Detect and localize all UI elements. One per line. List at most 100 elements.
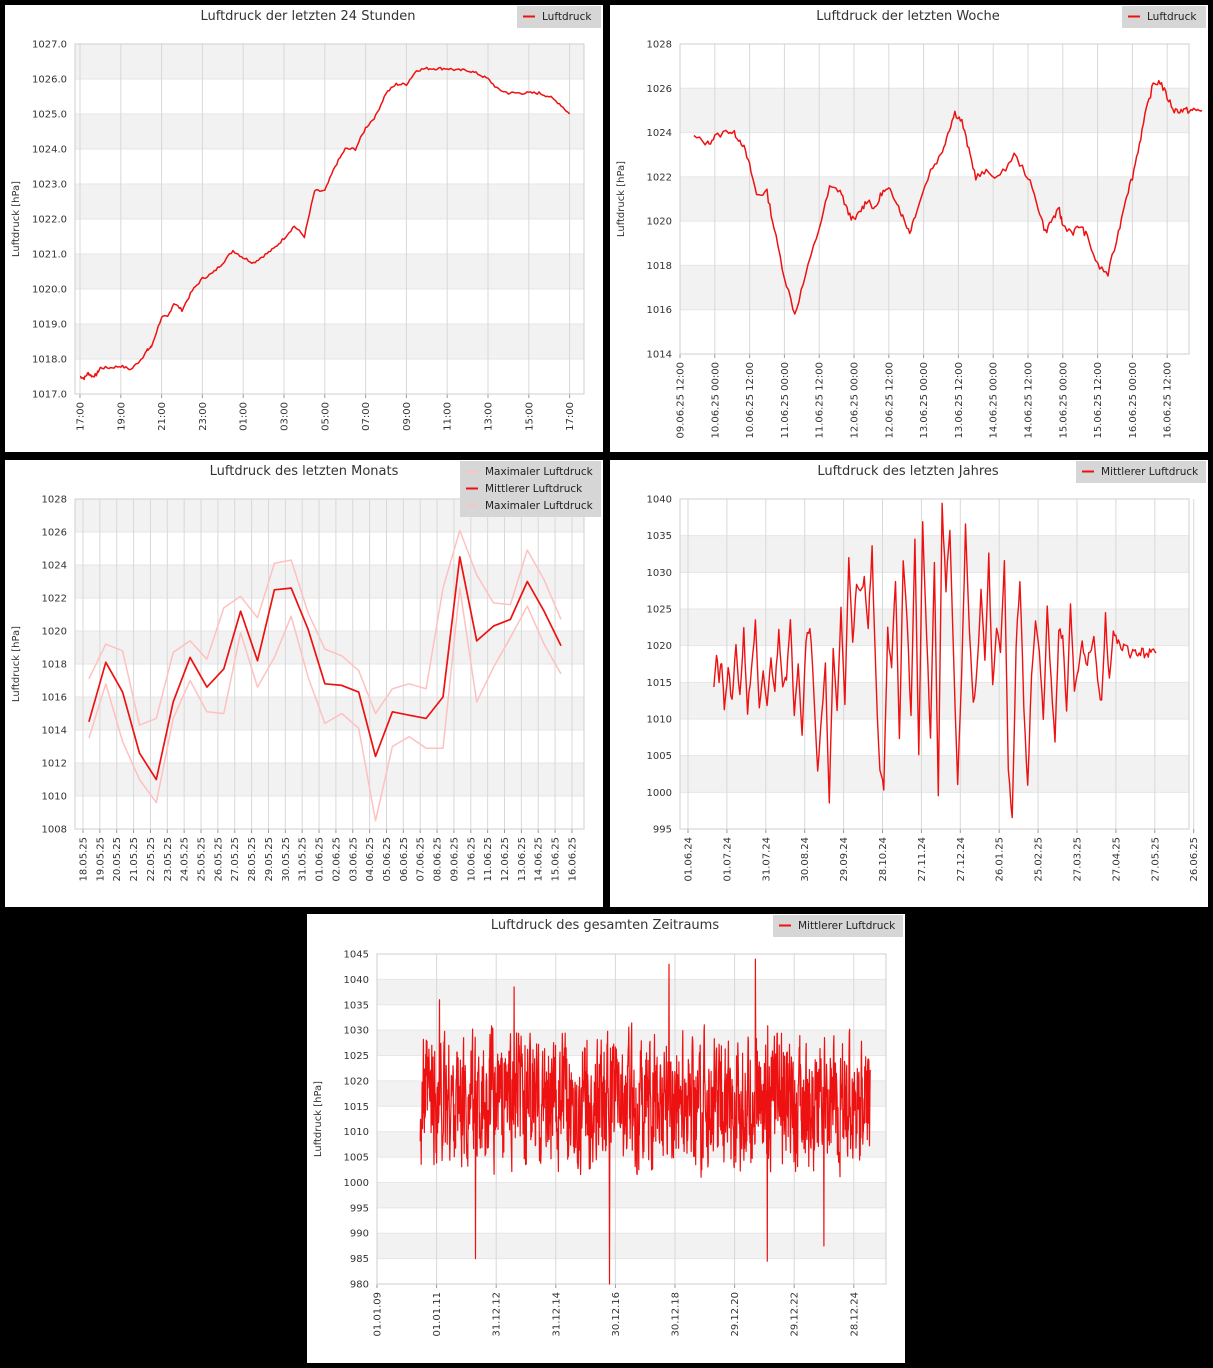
x-tick-label: 13.06.25 12:00: [954, 362, 965, 439]
x-tick-label: 20.05.25: [112, 837, 123, 882]
x-tick-label: 29.12.20: [730, 1292, 741, 1337]
legend-label: Luftdruck: [1147, 11, 1197, 23]
grid-band: [75, 697, 584, 730]
y-tick-label: 1018.0: [32, 355, 67, 366]
y-tick-label: 1020.0: [32, 285, 67, 296]
y-tick-label: 1010: [647, 715, 672, 726]
y-tick-label: 1018: [42, 660, 67, 671]
grid-band: [680, 88, 1189, 133]
grid-band: [75, 565, 584, 598]
x-tick-label: 02.06.25: [331, 837, 342, 882]
y-tick-label: 1017.0: [32, 390, 67, 401]
legend-label: Mittlerer Luftdruck: [1101, 466, 1199, 478]
chart-title: Luftdruck des gesamten Zeitraums: [491, 918, 719, 933]
legend-label: Maximaler Luftdruck: [485, 500, 594, 512]
chart-month: 1008 1010 1012 1014 1016 1018 1020 1022 1024 1026…: [11, 461, 601, 882]
x-tick-label: 05.06.25: [382, 837, 393, 882]
y-tick-label: 1035: [647, 531, 672, 542]
x-tick-label: 28.12.24: [849, 1292, 860, 1337]
y-tick-label: 980: [350, 1280, 369, 1291]
y-axis-label: Luftdruck [hPa]: [11, 181, 22, 257]
y-tick-label: 1028: [647, 40, 672, 51]
x-tick-label: 29.12.22: [790, 1292, 801, 1337]
grid-band: [377, 1182, 886, 1208]
x-tick-label: 12.06.25 00:00: [850, 362, 861, 439]
x-tick-label: 31.12.12: [492, 1292, 503, 1337]
legend-label: Luftdruck: [542, 11, 592, 23]
y-tick-label: 1020: [344, 1076, 369, 1087]
x-tick-label: 21.05.25: [129, 837, 140, 882]
x-tick-label: 25.05.25: [197, 837, 208, 882]
chart-week: 1014 1016 1018 1020 1022 1024 1026 1028 09.06.25…: [616, 6, 1206, 439]
y-tick-label: 1000: [344, 1178, 369, 1189]
y-tick-label: 990: [350, 1229, 369, 1240]
chart-panel-all: 980 985 990 995 1000 1005 1010 1015 1020 1025 1030…: [307, 914, 905, 1363]
grid-band: [75, 324, 584, 359]
y-tick-label: 1024.0: [32, 145, 67, 156]
x-tick-label: 27.04.25: [1111, 837, 1122, 882]
y-tick-label: 1019.0: [32, 320, 67, 331]
y-tick-label: 1025: [647, 605, 672, 616]
y-tick-label: 1000: [647, 788, 672, 799]
x-tick-label: 13:00: [484, 402, 495, 431]
x-tick-label: 27.12.24: [956, 837, 967, 882]
y-tick-label: 1025: [344, 1051, 369, 1062]
y-tick-label: 1010: [42, 792, 67, 803]
x-tick-label: 12.06.25 12:00: [884, 362, 895, 439]
y-tick-label: 1012: [42, 759, 67, 770]
x-tick-label: 21:00: [157, 402, 168, 431]
plot-border: [376, 953, 887, 1285]
x-tick-label: 31.12.14: [551, 1292, 562, 1337]
y-tick-label: 1015: [647, 678, 672, 689]
x-tick-label: 23.05.25: [163, 837, 174, 882]
y-tick-label: 1016: [647, 305, 672, 316]
x-tick-label: 13.06.25: [517, 837, 528, 882]
chart-panel-week: 1014 1016 1018 1020 1022 1024 1026 1028 09.06.25…: [610, 5, 1208, 452]
plot-border: [679, 498, 1190, 830]
x-tick-label: 12.06.25: [500, 837, 511, 882]
x-tick-label: 30.08.24: [800, 837, 811, 882]
y-tick-label: 1022: [42, 594, 67, 605]
x-tick-label: 15.06.25 12:00: [1093, 362, 1104, 439]
x-tick-label: 24.05.25: [180, 837, 191, 882]
legend-box: [517, 6, 601, 28]
x-tick-label: 14.06.25: [534, 837, 545, 882]
y-tick-label: 1027.0: [32, 40, 67, 51]
grid-band: [75, 114, 584, 149]
y-tick-label: 1028: [42, 495, 67, 506]
x-tick-label: 16.06.25: [567, 837, 578, 882]
x-tick-label: 26.01.25: [995, 837, 1006, 882]
y-tick-label: 1020: [647, 217, 672, 228]
x-tick-label: 16.06.25 12:00: [1163, 362, 1174, 439]
y-tick-label: 995: [653, 825, 672, 836]
x-tick-label: 08.06.25: [433, 837, 444, 882]
grid-band: [680, 755, 1189, 793]
x-tick-label: 15.06.25: [551, 837, 562, 882]
x-tick-label: 16.06.25 00:00: [1128, 362, 1139, 439]
y-tick-label: 1020: [42, 627, 67, 638]
x-tick-label: 14.06.25 12:00: [1024, 362, 1035, 439]
series-line-mean: [88, 555, 562, 781]
series-line-max-lower: [88, 587, 562, 822]
y-axis-label: Luftdruck [hPa]: [313, 1081, 324, 1157]
x-tick-label: 09.06.25: [449, 837, 460, 882]
plot-border: [74, 498, 585, 830]
y-tick-label: 1025.0: [32, 110, 67, 121]
x-tick-label: 10.06.25 00:00: [710, 362, 721, 439]
x-tick-label: 19:00: [116, 402, 127, 431]
y-tick-label: 985: [350, 1254, 369, 1265]
series-line-max-upper: [88, 529, 562, 726]
y-tick-label: 1026.0: [32, 75, 67, 86]
y-tick-label: 1014: [647, 350, 672, 361]
x-tick-label: 17:00: [565, 402, 576, 431]
x-tick-label: 15.06.25 00:00: [1058, 362, 1069, 439]
x-tick-label: 03.06.25: [348, 837, 359, 882]
grid-band: [680, 265, 1189, 310]
y-tick-label: 1020: [647, 641, 672, 652]
x-tick-label: 13.06.25 00:00: [919, 362, 930, 439]
x-tick-label: 17:00: [76, 402, 87, 431]
x-tick-label: 29.09.24: [839, 837, 850, 882]
series-line-luftdruck: [79, 66, 571, 381]
chart-all: 980 985 990 995 1000 1005 1010 1015 1020 1025 1030…: [313, 915, 903, 1337]
x-tick-label: 28.10.24: [878, 837, 889, 882]
